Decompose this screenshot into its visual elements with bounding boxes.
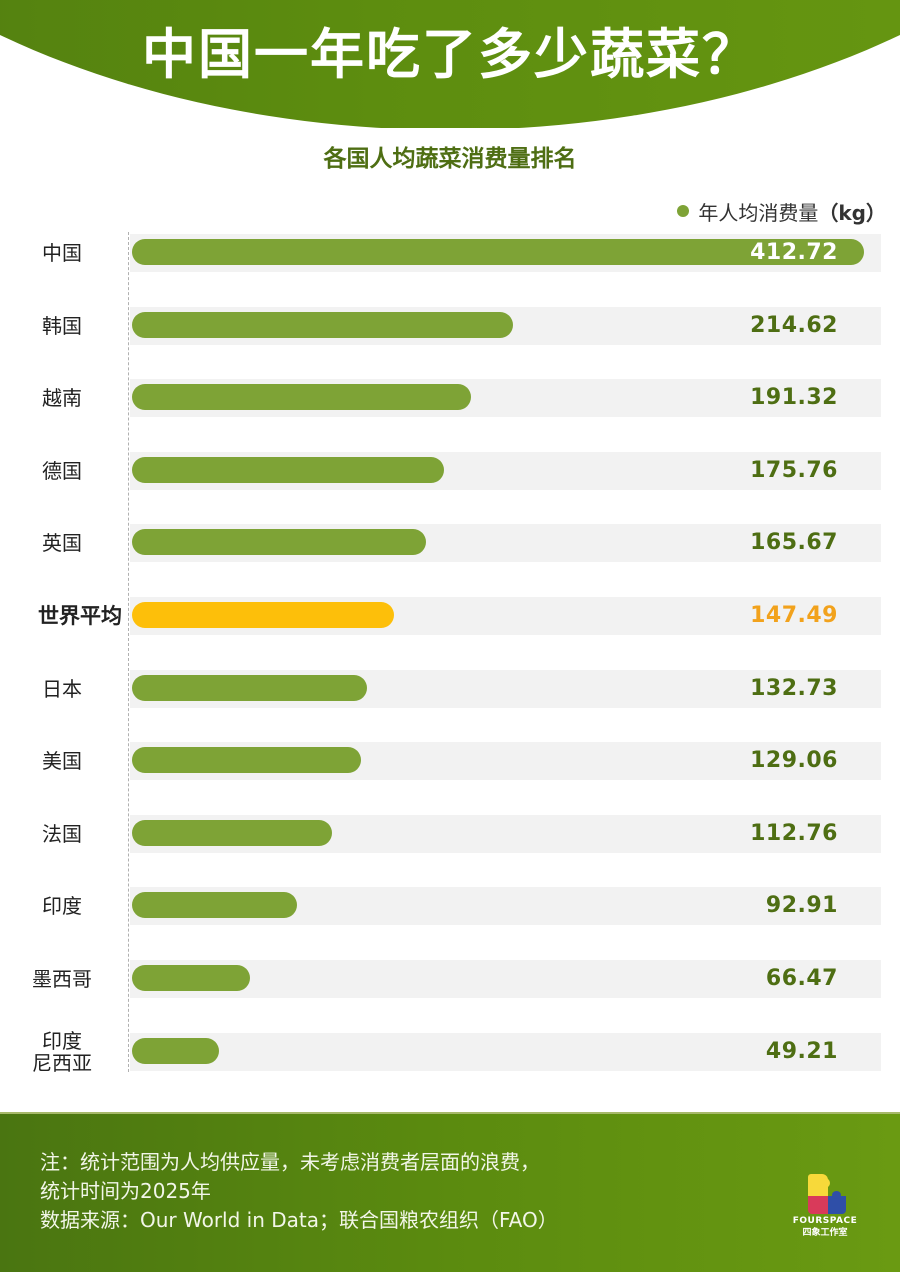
bar-value: 175.76	[750, 457, 838, 483]
bar-value: 147.49	[750, 603, 838, 628]
bar-row: 越南 191.32	[0, 379, 900, 418]
bar	[132, 311, 513, 338]
source-line: 数据来源：Our World in Data；联合国粮农组织（FAO）	[40, 1208, 558, 1232]
bar	[132, 965, 250, 991]
bar-track: 129.06	[130, 742, 881, 781]
row-label: 韩国	[42, 313, 82, 338]
bar-value: 412.72	[750, 240, 838, 265]
row-label: 印度	[42, 894, 82, 919]
chart-legend: 年人均消费量 （kg）	[677, 196, 886, 226]
bar	[132, 529, 426, 556]
row-label: 日本	[42, 676, 82, 701]
bar-track: 66.47	[130, 960, 881, 998]
bar	[132, 747, 361, 774]
bar-value: 66.47	[765, 966, 838, 991]
note-line: 注：统计范围为人均供应量，未考虑消费者层面的浪费，	[40, 1150, 540, 1174]
row-label: 印度 尼西亚	[32, 1028, 92, 1075]
bar-track: 92.91	[130, 887, 881, 926]
bar-row: 韩国 214.62	[0, 306, 900, 345]
bar-track: 165.67	[130, 524, 881, 563]
bar-row: 英国 165.67	[0, 524, 900, 563]
header-banner: 中国一年吃了多少蔬菜？	[0, 0, 900, 128]
highlight-bar	[132, 602, 394, 628]
bar	[132, 456, 444, 483]
bar-row: 印度 92.91	[0, 887, 900, 926]
bar-row: 墨西哥 66.47	[0, 960, 900, 998]
bar	[132, 674, 367, 701]
logo-subtext: 四象工作室	[802, 1228, 848, 1238]
bar	[132, 892, 297, 919]
bar	[132, 239, 864, 265]
bar-row: 印度 尼西亚 49.21	[0, 1030, 900, 1074]
puzzle-logo-icon	[806, 1174, 846, 1216]
bar-row: 德国 175.76	[0, 451, 900, 490]
row-label: 法国	[42, 821, 82, 846]
row-label: 德国	[42, 458, 82, 483]
bar-track: 132.73	[130, 669, 881, 708]
bar-row: 日本 132.73	[0, 669, 900, 708]
bar-value: 165.67	[750, 530, 838, 556]
row-label: 英国	[42, 531, 82, 556]
row-label: 墨西哥	[32, 967, 92, 991]
bar	[132, 819, 332, 846]
bar-value: 214.62	[750, 312, 838, 338]
bar-value: 112.76	[750, 820, 838, 846]
bar-row: 世界平均 147.49	[0, 597, 900, 635]
fourspace-logo: FOURSPACE 四象工作室	[782, 1174, 868, 1244]
bar-value: 129.06	[750, 748, 838, 774]
chart-subtitle: 各国人均蔬菜消费量排名	[323, 146, 577, 172]
bar-track: 412.72	[130, 234, 881, 272]
bar-row: 中国 412.72	[0, 234, 900, 272]
bar-track: 147.49	[130, 597, 881, 635]
row-label: 美国	[42, 749, 82, 774]
footer: 注：统计范围为人均供应量，未考虑消费者层面的浪费， 统计时间为2025年 数据来…	[0, 1112, 900, 1272]
legend-label: 年人均消费量	[698, 200, 819, 225]
row-label: 世界平均	[38, 604, 122, 628]
bar-track: 49.21	[130, 1032, 881, 1071]
bar-track: 191.32	[130, 379, 881, 418]
row-label: 越南	[42, 386, 82, 411]
bar-value: 92.91	[765, 893, 838, 919]
bar-track: 214.62	[130, 306, 881, 345]
bar-row: 法国 112.76	[0, 814, 900, 853]
footer-notes: 注：统计范围为人均供应量，未考虑消费者层面的浪费， 统计时间为2025年 数据来…	[40, 1148, 558, 1235]
note-line: 统计时间为2025年	[40, 1179, 211, 1203]
legend-unit: （kg）	[818, 200, 886, 225]
bar-value: 49.21	[765, 1038, 838, 1064]
logo-text: FOURSPACE	[792, 1216, 858, 1226]
bar-track: 175.76	[130, 451, 881, 490]
bar	[132, 1037, 219, 1064]
page-title: 中国一年吃了多少蔬菜？	[142, 23, 758, 86]
bar-value: 132.73	[750, 675, 838, 701]
bar-row: 美国 129.06	[0, 742, 900, 781]
bar	[132, 384, 471, 411]
legend-dot-icon	[677, 205, 690, 217]
row-label: 中国	[42, 241, 82, 265]
bar-value: 191.32	[750, 385, 838, 411]
bar-track: 112.76	[130, 814, 881, 853]
axis-baseline	[128, 232, 129, 1072]
